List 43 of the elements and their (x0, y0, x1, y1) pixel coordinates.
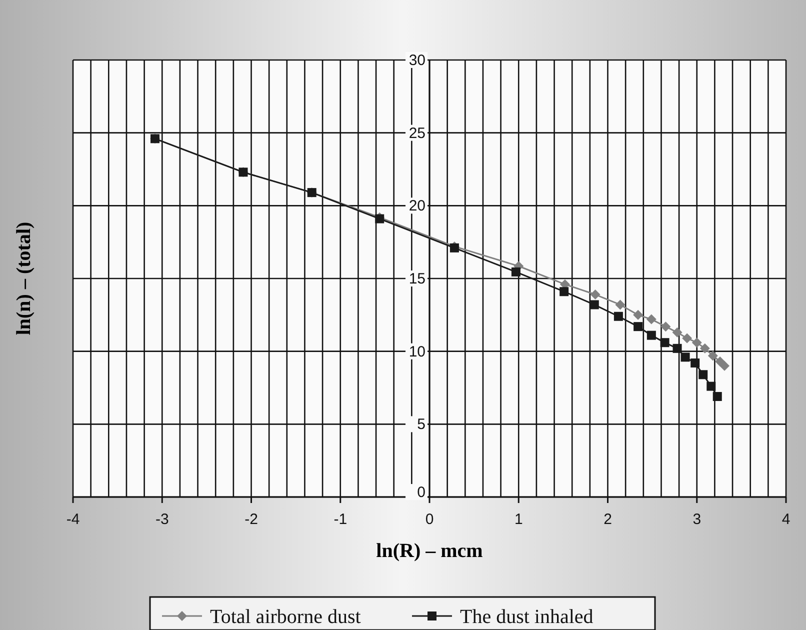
point (646, 314, 656, 324)
point (615, 300, 626, 310)
point (646, 330, 656, 340)
y-tick-label: 15 (408, 270, 426, 288)
point (680, 352, 690, 362)
x-tick-label: -3 (155, 511, 169, 528)
x-tick-label: 3 (692, 511, 702, 528)
point (700, 343, 710, 354)
x-tick-label: 2 (604, 511, 612, 528)
point (712, 392, 722, 401)
point (708, 350, 718, 361)
x-tick-label: 4 (782, 511, 790, 528)
point (660, 338, 670, 348)
point (706, 382, 716, 391)
point (590, 290, 600, 300)
x-tick-label: -2 (244, 511, 258, 528)
point (692, 338, 702, 348)
point (682, 333, 692, 344)
y-tick-label: 25 (408, 124, 426, 142)
y-tick-label: 0 (417, 484, 426, 501)
point (590, 300, 599, 310)
point (672, 344, 682, 353)
y-tick-label: 20 (408, 198, 426, 215)
y-tick-label: 30 (408, 52, 426, 69)
legend-label: Total airborne dust (210, 606, 362, 628)
x-axis-title: ln(R) – mcm (376, 540, 484, 562)
x-tick-label: 1 (514, 511, 523, 528)
point (633, 310, 644, 320)
point (720, 360, 730, 371)
point (690, 358, 700, 368)
y-tick-label: 5 (417, 416, 426, 434)
x-tick-label: -1 (334, 511, 348, 528)
x-tick-label: -4 (66, 511, 80, 528)
y-axis-title: ln(n) – (total) (13, 222, 35, 336)
point (634, 322, 643, 332)
point (560, 287, 569, 296)
point (672, 327, 682, 338)
point (614, 312, 623, 321)
legend-label: The dust inhaled (460, 606, 594, 628)
y-tick-label: 10 (408, 343, 426, 360)
point (660, 322, 671, 332)
point (698, 370, 708, 380)
point (511, 267, 520, 276)
